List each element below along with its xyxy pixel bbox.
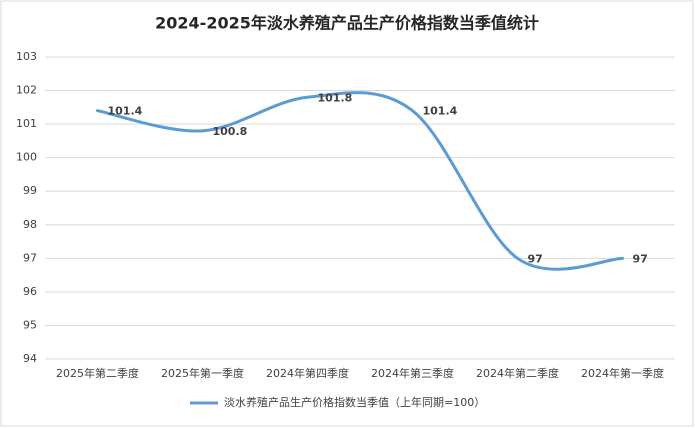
x-tick-label: 2024年第四季度 <box>266 366 349 380</box>
data-label: 101.8 <box>318 91 353 104</box>
data-label: 101.4 <box>108 105 143 118</box>
x-tick-label: 2025年第一季度 <box>161 366 244 380</box>
y-tick-label: 94 <box>23 352 37 365</box>
y-tick-label: 99 <box>23 184 37 197</box>
chart-title: 2024-2025年淡水养殖产品生产价格指数当季值统计 <box>155 14 539 33</box>
data-label: 101.4 <box>423 105 458 118</box>
y-tick-label: 98 <box>23 218 37 231</box>
line <box>96 91 624 271</box>
y-tick-label: 97 <box>23 251 37 264</box>
y-tick-label: 100 <box>16 151 37 164</box>
data-label: 97 <box>528 252 543 265</box>
legend-label: 淡水养殖产品生产价格指数当季值（上年同期=100） <box>224 395 485 409</box>
x-tick-label: 2024年第三季度 <box>371 366 454 380</box>
x-tick-label: 2024年第一季度 <box>581 366 664 380</box>
x-tick-label: 2025年第二季度 <box>56 366 139 380</box>
y-tick-label: 101 <box>16 117 37 130</box>
x-tick-label: 2024年第二季度 <box>476 366 559 380</box>
y-tick-label: 103 <box>16 50 37 63</box>
y-tick-label: 102 <box>16 84 37 97</box>
y-tick-label: 95 <box>23 318 37 331</box>
data-label: 97 <box>633 252 648 265</box>
y-tick-label: 96 <box>23 285 37 298</box>
data-label: 100.8 <box>213 125 248 138</box>
